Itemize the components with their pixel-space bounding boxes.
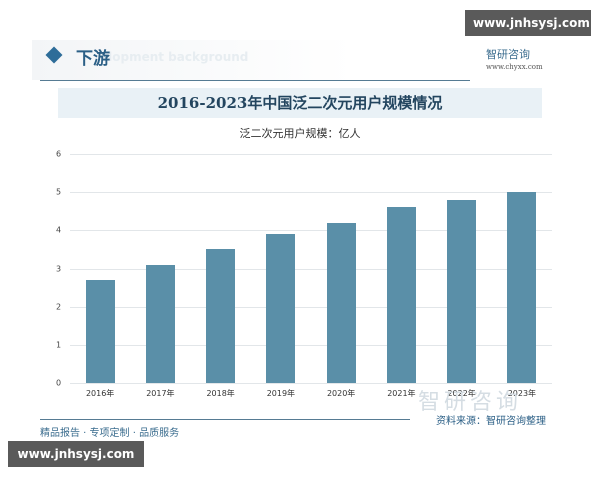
watermark-link-top[interactable]: www.jnhsysj.com <box>465 10 591 36</box>
x-tick-label: 2018年 <box>206 389 235 398</box>
watermark-link-bottom[interactable]: www.jnhsysj.com <box>8 441 144 467</box>
y-tick-label: 6 <box>56 149 62 159</box>
footer-slogan: 精品报告 · 专项定制 · 品质服务 <box>40 428 180 439</box>
title-band <box>58 88 542 118</box>
y-tick-label: 1 <box>56 340 62 350</box>
x-tick-label: 2019年 <box>266 389 296 398</box>
plot-area: 0 1 2 3 4 5 6 2016年 2017年 2018年 2019年 2020年 2021年 202… <box>56 150 552 398</box>
gridline <box>70 383 552 384</box>
gridline <box>70 230 552 232</box>
header-divider <box>40 80 470 81</box>
bar <box>266 234 296 383</box>
gridline <box>70 268 552 270</box>
x-tick-label: 2023年 <box>507 389 537 398</box>
y-tick-label: 3 <box>56 264 62 273</box>
section-subtitle: elopment background <box>100 50 249 64</box>
bar <box>326 222 356 383</box>
y-tick-label: 0 <box>56 378 62 388</box>
gridline <box>70 344 552 346</box>
gridline <box>70 154 552 155</box>
x-tick-label: 2016年 <box>85 389 115 398</box>
bar <box>386 207 416 383</box>
x-tick-label: 2022年 <box>447 389 476 398</box>
gridline <box>70 192 552 194</box>
chart-title: 2016-2023年中国泛二次元用户规模情况 <box>157 94 443 112</box>
bar <box>145 264 175 383</box>
x-tick-label: 2017年 <box>146 389 175 398</box>
y-tick-label: 5 <box>56 187 62 197</box>
logo-url: www.chyxx.com <box>486 63 543 71</box>
logo-name: 智研咨询 <box>486 48 530 61</box>
bar <box>507 192 537 383</box>
y-tick-label: 4 <box>56 225 62 235</box>
bar <box>447 199 477 383</box>
bar <box>85 279 115 383</box>
x-tick-label: 2020年 <box>326 389 356 398</box>
y-tick-label: 2 <box>56 302 62 312</box>
section-title: 下游 <box>76 49 110 69</box>
bar <box>206 249 236 383</box>
source-note: 资料来源：智研咨询整理 <box>436 416 546 427</box>
footer-divider <box>40 419 410 420</box>
gridline <box>70 306 552 308</box>
header-band <box>32 40 568 80</box>
brand-watermark: 智研咨询 <box>418 390 523 415</box>
chart-unit-label: 泛二次元用户规模：亿人 <box>239 127 361 140</box>
x-tick-label: 2021年 <box>387 389 416 398</box>
